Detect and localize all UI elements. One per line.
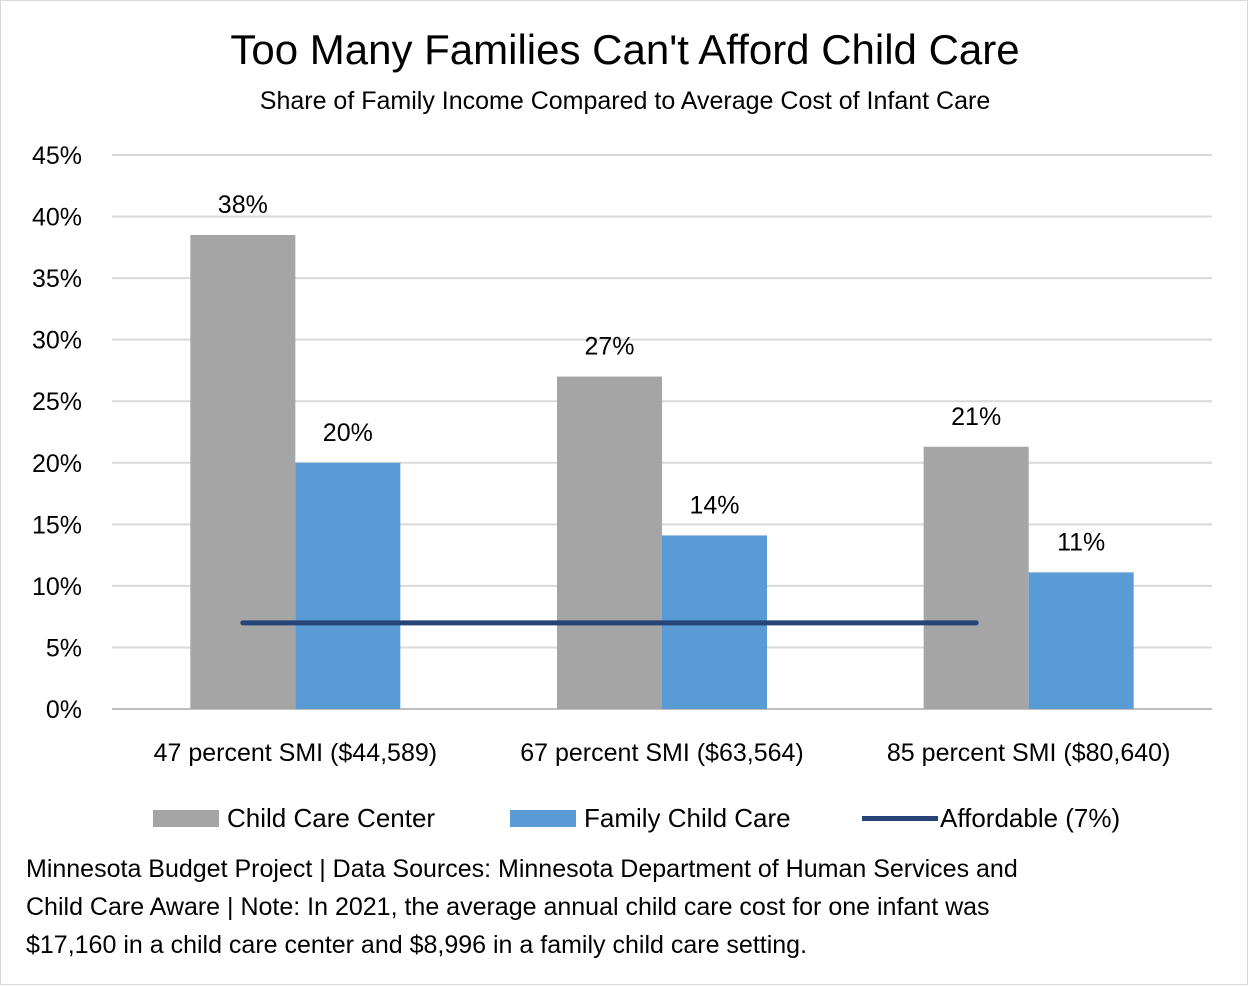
chart-subtitle: Share of Family Income Compared to Avera… [259,87,991,115]
y-tick-label: 15% [32,511,82,539]
y-tick-label: 10% [32,573,82,601]
legend-swatch-affordable [862,815,938,821]
legend-label-child-care-center: Child Care Center [227,802,436,833]
legend-item-child-care-center: Child Care Center [153,798,435,838]
bar-data-label: 14% [689,491,739,519]
bar-data-label: 20% [323,419,373,447]
y-tick-label: 35% [32,265,82,293]
bar [557,376,662,709]
y-tick-label: 0% [46,696,82,724]
source-note-line-2: Child Care Aware | Note: In 2021, the av… [26,893,990,921]
bar-data-label: 27% [584,333,634,361]
bar [190,235,296,709]
legend-item-affordable: Affordable (7%) [862,798,1120,838]
y-tick-label: 30% [32,327,82,355]
y-tick-label: 45% [32,142,82,170]
legend-swatch-child-care-center [153,809,219,827]
y-tick-label: 25% [32,388,82,416]
legend-label-family-child-care: Family Child Care [584,802,791,833]
source-note-line-3: $17,160 in a child care center and $8,99… [26,931,808,959]
legend: Child Care Center Family Child Care Affo… [0,798,1250,838]
bar [295,462,401,709]
x-tick-label: 85 percent SMI ($80,640) [887,739,1171,767]
legend-swatch-family-child-care [510,809,576,827]
source-note-line-1: Minnesota Budget Project | Data Sources:… [26,855,1018,883]
bar [1028,572,1134,709]
y-tick-label: 20% [32,450,82,478]
bar-data-label: 21% [951,403,1001,431]
bar-data-label: 38% [218,191,268,219]
bar-data-label: 11% [1057,528,1105,556]
legend-item-family-child-care: Family Child Care [510,798,791,838]
source-note: Minnesota Budget Project | Data Sources:… [26,850,1226,964]
chart-title: Too Many Families Can't Afford Child Car… [230,26,1020,73]
chart-plot: 0% 5% 10% 15% 20% 25% 30% 35% 40% 45% 38% 20% 47 per… [32,142,1212,767]
x-tick-label: 67 percent SMI ($63,564) [520,739,804,767]
legend-label-affordable: Affordable (7%) [940,802,1121,833]
y-tick-label: 40% [32,204,82,232]
bar [923,446,1029,709]
x-tick-label: 47 percent SMI ($44,589) [154,739,438,767]
y-tick-label: 5% [46,634,82,662]
